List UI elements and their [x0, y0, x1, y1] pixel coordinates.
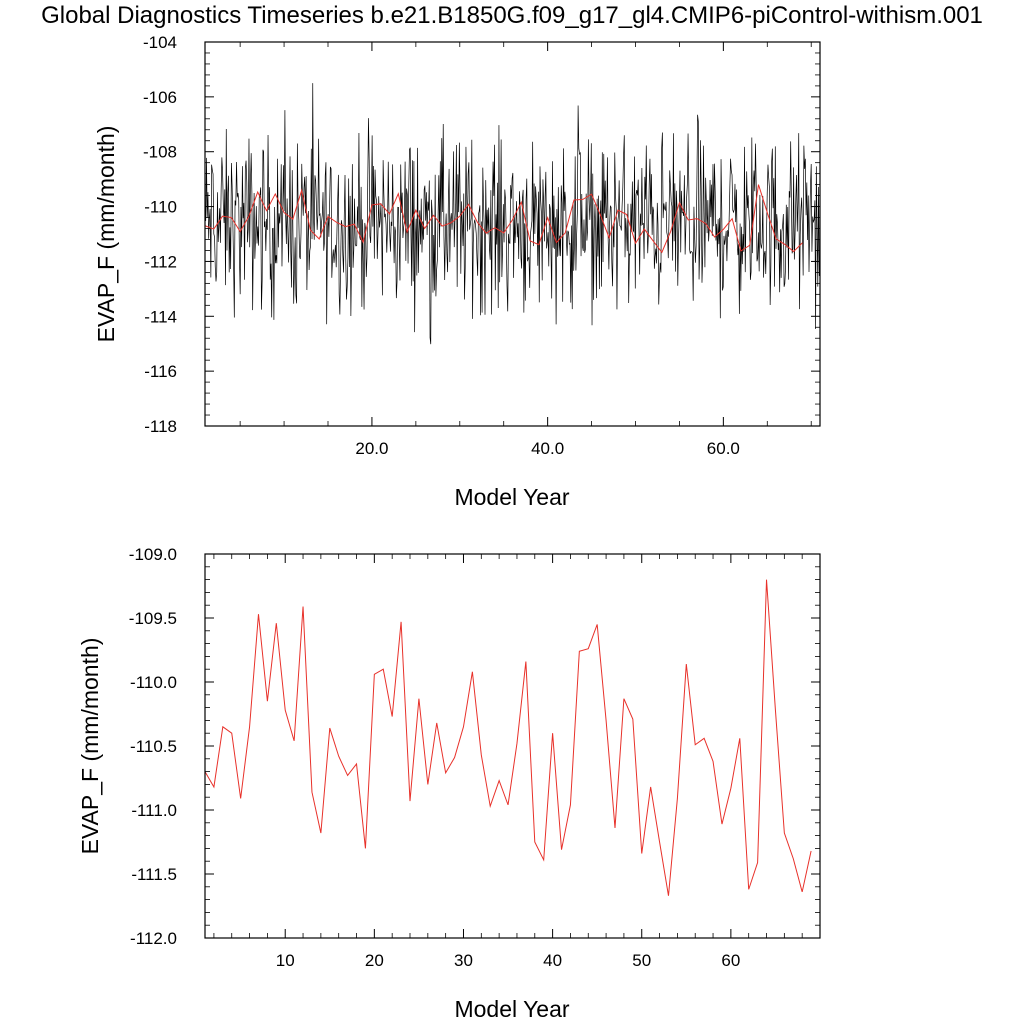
y-tick-label: -104: [143, 33, 177, 52]
y-tick-label: -111.5: [131, 865, 177, 884]
y-tick-label: -106: [143, 88, 177, 107]
y-tick-label: -112: [144, 252, 177, 271]
page-title: Global Diagnostics Timeseries b.e21.B185…: [41, 2, 983, 29]
y-tick-label: -114: [144, 307, 177, 326]
y-tick-label: -108: [143, 143, 177, 162]
y-tick-label: -110.5: [130, 737, 177, 756]
annual-mean-series-line: [204, 184, 803, 254]
annual-mean-series-line: [204, 579, 812, 896]
bottom-x-axis-title: Model Year: [454, 996, 569, 1022]
top-panel: -118 -116 -114 -112 -110 -108 -106 -104 20.0 40.0…: [93, 33, 821, 510]
bottom-y-axis-title: EVAP_F (mm/month): [77, 638, 103, 855]
monthly-series-line: [204, 83, 821, 345]
x-tick-label: 30: [454, 951, 473, 970]
y-tick-label: -118: [144, 417, 177, 436]
x-tick-label: 60.0: [707, 439, 740, 458]
top-x-axis-title: Model Year: [454, 484, 569, 510]
x-tick-label: 20.0: [355, 439, 388, 458]
bottom-panel: -112.0 -111.5 -111.0 -110.5 -110.0 -109.5 -109…: [77, 545, 821, 1022]
x-tick-label: 40: [543, 951, 562, 970]
y-tick-label: -109.0: [129, 545, 177, 564]
x-tick-label: 50: [632, 951, 651, 970]
y-tick-label: -116: [144, 362, 177, 381]
bottom-plot-frame: [204, 553, 821, 939]
y-tick-label: -110: [144, 198, 177, 217]
y-tick-label: -112.0: [130, 929, 177, 948]
top-plot-frame: [204, 41, 821, 427]
top-y-axis-title: EVAP_F (mm/month): [93, 126, 119, 343]
x-tick-label: 60: [721, 951, 740, 970]
x-tick-label: 20: [365, 951, 384, 970]
y-tick-label: -111.0: [131, 801, 177, 820]
y-tick-label: -110.0: [130, 673, 177, 692]
x-tick-label: 40.0: [531, 439, 564, 458]
x-tick-label: 10: [276, 951, 295, 970]
y-tick-label: -109.5: [129, 609, 177, 628]
